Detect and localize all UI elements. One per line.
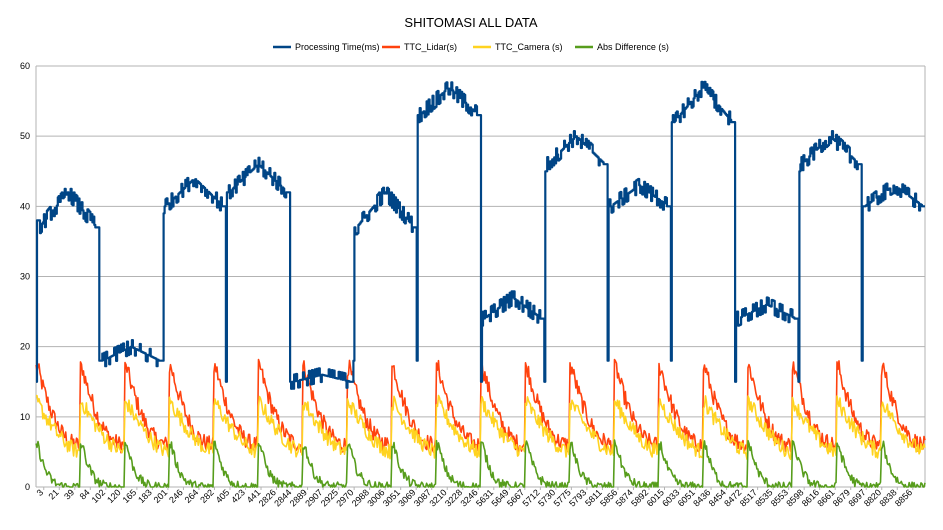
y-tick-label: 0 [25, 482, 30, 492]
x-tick-label: 102 [90, 487, 108, 505]
legend-label: Abs Difference (s) [597, 42, 669, 52]
x-tick-label: 8856 [893, 487, 914, 508]
series-processing-time-line [35, 80, 926, 390]
x-tick-label: 423 [229, 487, 247, 505]
x-tick-label: 405 [214, 487, 232, 505]
x-tick-label: 21 [47, 487, 61, 501]
y-tick-label: 10 [20, 412, 30, 422]
x-tick-label: 282 [198, 487, 216, 505]
y-axis-ticks: 0 10 20 30 40 50 60 [20, 61, 30, 492]
y-tick-label: 60 [20, 61, 30, 71]
x-tick-label: 201 [152, 487, 170, 505]
x-tick-label: 183 [136, 487, 154, 505]
x-axis-ticks: 3 21 39 84102120165183201246264282405423441… [35, 487, 914, 509]
series-layer [35, 80, 926, 488]
legend-label: TTC_Lidar(s) [404, 42, 457, 52]
x-tick-label: 246 [167, 487, 185, 505]
x-tick-label: 120 [105, 487, 123, 505]
x-tick-label: 264 [183, 487, 201, 505]
y-tick-label: 50 [20, 131, 30, 141]
y-tick-label: 40 [20, 201, 30, 211]
y-tick-label: 20 [20, 342, 30, 352]
x-tick-label: 165 [121, 487, 139, 505]
legend: Processing Time(ms) TTC_Lidar(s) TTC_Camer… [273, 42, 669, 52]
legend-label: TTC_Camera (s) [495, 42, 563, 52]
legend-label: Processing Time(ms) [295, 42, 380, 52]
series-abs-difference-line [35, 439, 926, 488]
series-ttc-camera-line [35, 394, 926, 461]
chart-title: SHITOMASI ALL DATA [404, 15, 537, 30]
y-tick-label: 30 [20, 272, 30, 282]
x-tick-label: 3 [35, 487, 46, 498]
x-tick-label: 39 [62, 487, 76, 501]
